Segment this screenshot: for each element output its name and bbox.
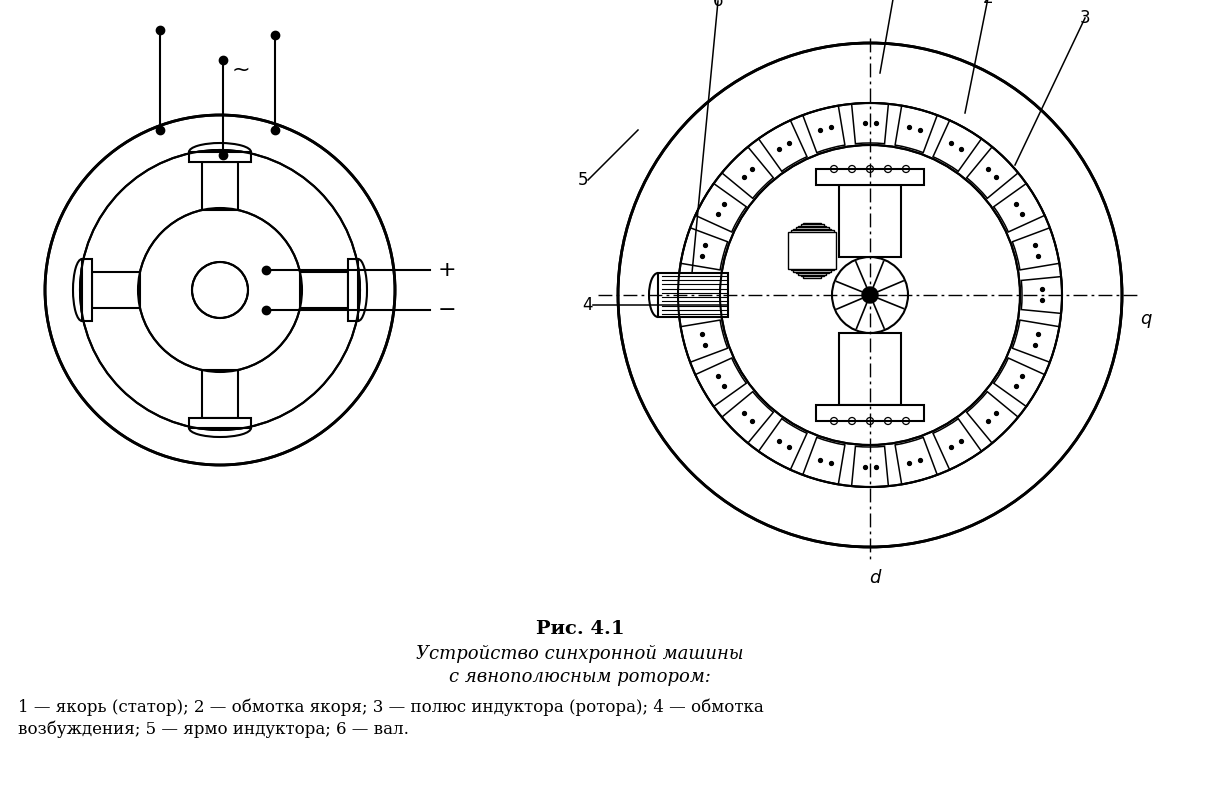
Text: +: +: [438, 260, 457, 280]
Circle shape: [618, 43, 1121, 547]
Circle shape: [45, 115, 395, 465]
Bar: [798, 225, 826, 274]
Bar: [803, 223, 822, 278]
Text: 3: 3: [1080, 9, 1090, 27]
Polygon shape: [816, 169, 924, 185]
Bar: [202, 370, 238, 418]
Bar: [796, 227, 829, 273]
Bar: [801, 224, 824, 276]
Bar: [91, 272, 140, 308]
Bar: [202, 162, 238, 210]
Bar: [658, 273, 728, 317]
Bar: [787, 232, 836, 269]
Polygon shape: [839, 185, 901, 257]
Circle shape: [193, 262, 247, 318]
Bar: [347, 259, 358, 321]
Text: возбуждения; 5 — ярмо индуктора; 6 — вал.: возбуждения; 5 — ярмо индуктора; 6 — вал…: [18, 720, 408, 738]
Text: 6: 6: [713, 0, 723, 10]
Bar: [189, 152, 251, 162]
Text: Рис. 4.1: Рис. 4.1: [535, 620, 624, 638]
Text: 5: 5: [578, 171, 588, 189]
Text: 2: 2: [983, 0, 993, 7]
Circle shape: [720, 145, 1020, 445]
Text: 1 — якорь (статор); 2 — обмотка якоря; 3 — полюс индуктора (ротора); 4 — обмотка: 1 — якорь (статор); 2 — обмотка якоря; 3…: [18, 698, 764, 716]
Bar: [82, 259, 91, 321]
Text: с явнополюсным ротором:: с явнополюсным ротором:: [449, 668, 711, 686]
Text: q: q: [1140, 310, 1152, 328]
Bar: [300, 272, 347, 308]
Text: −: −: [438, 300, 457, 320]
Bar: [794, 228, 831, 271]
Circle shape: [678, 103, 1062, 487]
Circle shape: [862, 287, 878, 303]
Bar: [189, 418, 251, 428]
Circle shape: [138, 208, 302, 372]
Polygon shape: [839, 333, 901, 405]
Text: Устройство синхронной машины: Устройство синхронной машины: [416, 645, 744, 663]
Circle shape: [80, 150, 360, 430]
Polygon shape: [816, 405, 924, 421]
Text: 4: 4: [583, 296, 592, 314]
Text: d: d: [869, 569, 880, 587]
Bar: [790, 230, 834, 270]
Text: ~: ~: [232, 60, 250, 80]
Circle shape: [833, 257, 908, 333]
